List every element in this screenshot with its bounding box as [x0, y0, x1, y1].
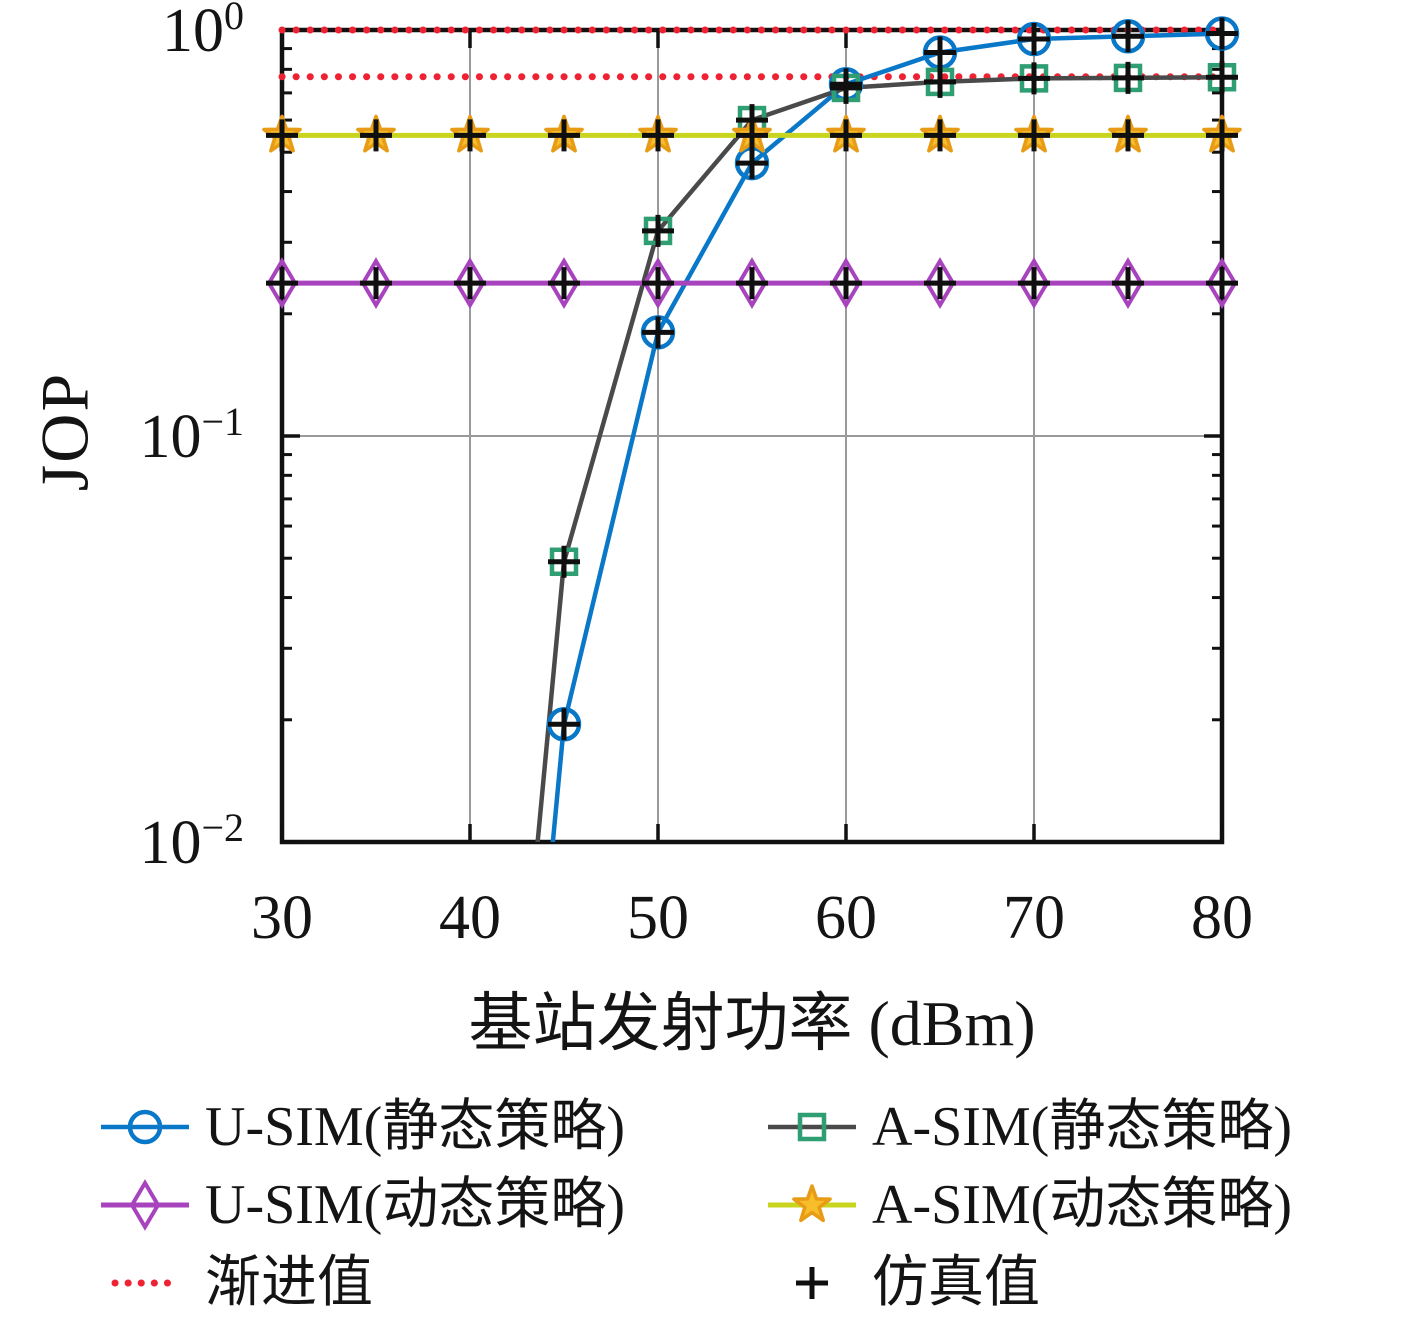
plus-marker [1018, 62, 1050, 95]
plus-marker [1206, 119, 1238, 152]
plus-marker [1112, 119, 1144, 152]
plus-marker [736, 147, 768, 180]
plus-marker [642, 119, 674, 152]
x-tick-label: 60 [815, 884, 877, 952]
plus-marker [548, 708, 580, 741]
legend-item-label: A-SIM(静态策略) [872, 1096, 1292, 1158]
legend-item-label: A-SIM(动态策略) [872, 1174, 1292, 1236]
diamond-marker [642, 257, 674, 310]
plus-marker [924, 119, 956, 152]
legend-item-simulation: 仿真值 [762, 1254, 1405, 1312]
legend-item-asim-static: A-SIM(静态策略) [762, 1098, 1405, 1156]
legend-item-asymptote: 渐进值 [95, 1254, 762, 1312]
diamond-marker [830, 257, 862, 310]
plus-marker [1018, 119, 1050, 152]
plus-marker [266, 119, 298, 152]
legend-item-label: U-SIM(静态策略) [205, 1096, 625, 1158]
y-axis-label: JOP [26, 371, 103, 492]
plus-marker [830, 119, 862, 152]
diamond-marker [1206, 257, 1238, 310]
plus-marker [924, 65, 956, 98]
plus-marker [1112, 267, 1144, 300]
plus-marker [642, 214, 674, 247]
legend-item-label: 仿真值 [872, 1252, 1040, 1314]
plus-marker [736, 267, 768, 300]
diamond-marker [454, 257, 486, 310]
diamond-marker [924, 257, 956, 310]
legend-item-label: 渐进值 [205, 1252, 373, 1314]
square-line-marker-icon [768, 1112, 856, 1142]
x-tick-label: 30 [251, 884, 313, 952]
x-axis-label: 基站发射功率 (dBm) [468, 988, 1036, 1059]
legend-item-asim-dynamic: A-SIM(动态策略) [762, 1176, 1405, 1234]
square-marker [797, 1112, 827, 1142]
plus-marker [454, 267, 486, 300]
circle-marker [127, 1109, 163, 1145]
legend-item-label: U-SIM(动态策略) [205, 1174, 625, 1236]
red-dotted-line-icon [111, 1279, 179, 1287]
plus-marker [1112, 20, 1144, 53]
plus-marker [360, 119, 392, 152]
plus-marker [548, 119, 580, 152]
plus-marker [548, 267, 580, 300]
y-tick-label: 100 [162, 0, 244, 65]
plus-marker [924, 36, 956, 69]
plus-marker [1206, 61, 1238, 94]
star-line-marker-icon [768, 1184, 856, 1223]
diamond-line-marker-icon [101, 1179, 189, 1231]
jop-chart-plot: 30 40 50 60 70 80 100 10−1 10−2 [139, 0, 1253, 952]
y-tick-label: 10−2 [139, 805, 244, 877]
plus-marker [548, 545, 580, 578]
legend-item-usim-dynamic: U-SIM(动态策略) [95, 1176, 762, 1234]
legend: U-SIM(静态策略) A-SIM(静态策略) U-SIM(动态策略) A-SI… [95, 1098, 1405, 1312]
plus-marker [1112, 61, 1144, 94]
diamond-marker [736, 257, 768, 310]
plus-marker [454, 119, 486, 152]
plus-marker [830, 267, 862, 300]
diamond-marker [266, 257, 298, 310]
diamond-marker [360, 257, 392, 310]
plus-marker [924, 267, 956, 300]
diamond-marker [1018, 257, 1050, 310]
x-tick-label: 40 [439, 884, 501, 952]
plus-marker [736, 119, 768, 152]
plus-marker [360, 267, 392, 300]
plus-marker [830, 71, 862, 104]
legend-item-usim-static: U-SIM(静态策略) [95, 1098, 762, 1156]
plus-marker [1206, 267, 1238, 300]
x-tick-label: 70 [1003, 884, 1065, 952]
circle-line-marker-icon [101, 1109, 189, 1145]
diamond-marker [1112, 257, 1144, 310]
plus-marker [642, 316, 674, 349]
plus-marker [1206, 17, 1238, 50]
diamond-marker [129, 1179, 161, 1231]
plus-marker [266, 267, 298, 300]
x-tick-label: 80 [1191, 884, 1253, 952]
x-tick-label: 50 [627, 884, 689, 952]
plus-marker [1018, 23, 1050, 56]
star-marker [792, 1184, 832, 1223]
plus-marker [1018, 267, 1050, 300]
plus-marker [642, 267, 674, 300]
diamond-marker [548, 257, 580, 310]
plus-marker [796, 1267, 828, 1299]
plus-marker-icon [796, 1267, 828, 1299]
y-tick-label: 10−1 [139, 399, 244, 471]
